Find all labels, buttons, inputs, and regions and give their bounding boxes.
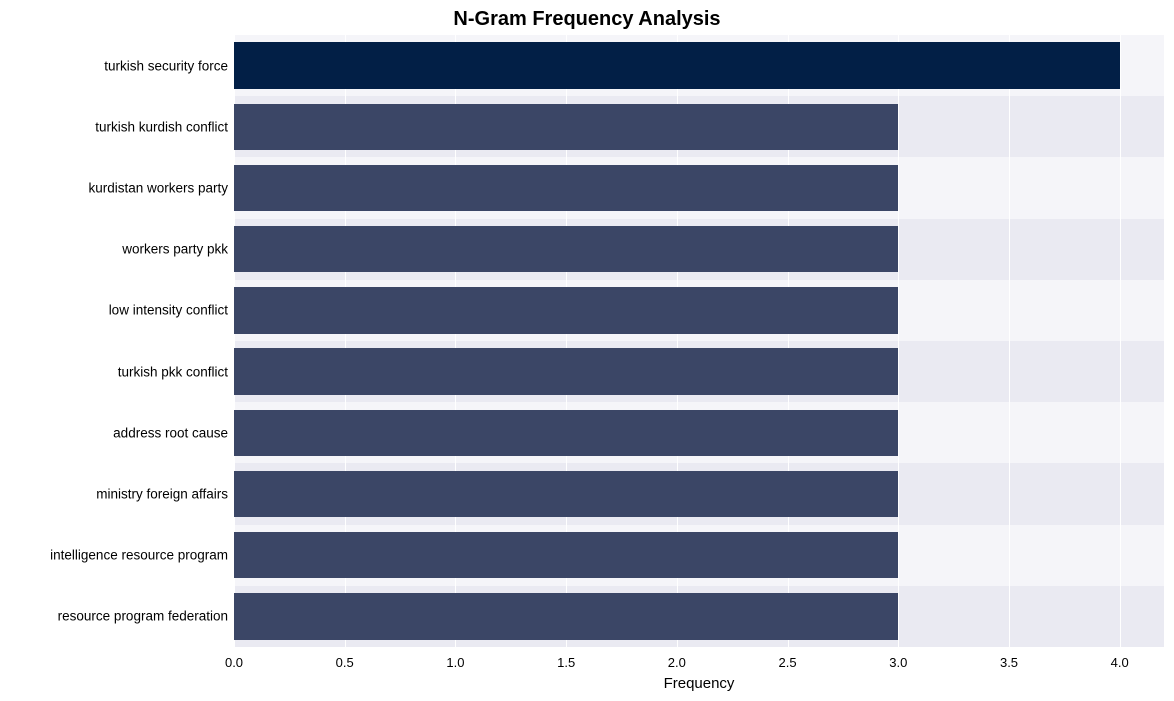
bar (234, 226, 898, 273)
ngram-chart: N-Gram Frequency Analysis 0.00.51.01.52.… (0, 0, 1174, 701)
plot-area: 0.00.51.01.52.02.53.03.54.0turkish secur… (234, 35, 1164, 647)
x-axis-label: Frequency (234, 675, 1164, 692)
bar (234, 471, 898, 518)
bar (234, 287, 898, 334)
bar (234, 348, 898, 395)
x-tick-label: 0.5 (336, 647, 354, 670)
x-tick-label: 2.5 (779, 647, 797, 670)
grid-line (1120, 35, 1121, 647)
bar (234, 593, 898, 640)
bar (234, 104, 898, 151)
grid-line (1009, 35, 1010, 647)
y-tick-label: resource program federation (58, 609, 234, 624)
x-tick-label: 1.0 (446, 647, 464, 670)
y-tick-label: intelligence resource program (50, 548, 234, 563)
bar (234, 410, 898, 457)
y-tick-label: workers party pkk (122, 242, 234, 257)
y-tick-label: ministry foreign affairs (96, 487, 234, 502)
grid-line (898, 35, 899, 647)
bar (234, 42, 1120, 89)
bar (234, 532, 898, 579)
y-tick-label: turkish pkk conflict (118, 364, 234, 379)
x-tick-label: 3.5 (1000, 647, 1018, 670)
bar (234, 165, 898, 212)
y-tick-label: address root cause (113, 425, 234, 440)
x-tick-label: 1.5 (557, 647, 575, 670)
y-tick-label: turkish kurdish conflict (95, 119, 234, 134)
x-tick-label: 3.0 (889, 647, 907, 670)
x-tick-label: 0.0 (225, 647, 243, 670)
y-tick-label: low intensity conflict (109, 303, 234, 318)
chart-title: N-Gram Frequency Analysis (0, 8, 1174, 31)
x-tick-label: 4.0 (1111, 647, 1129, 670)
y-tick-label: kurdistan workers party (88, 181, 234, 196)
y-tick-label: turkish security force (104, 58, 234, 73)
x-tick-label: 2.0 (668, 647, 686, 670)
